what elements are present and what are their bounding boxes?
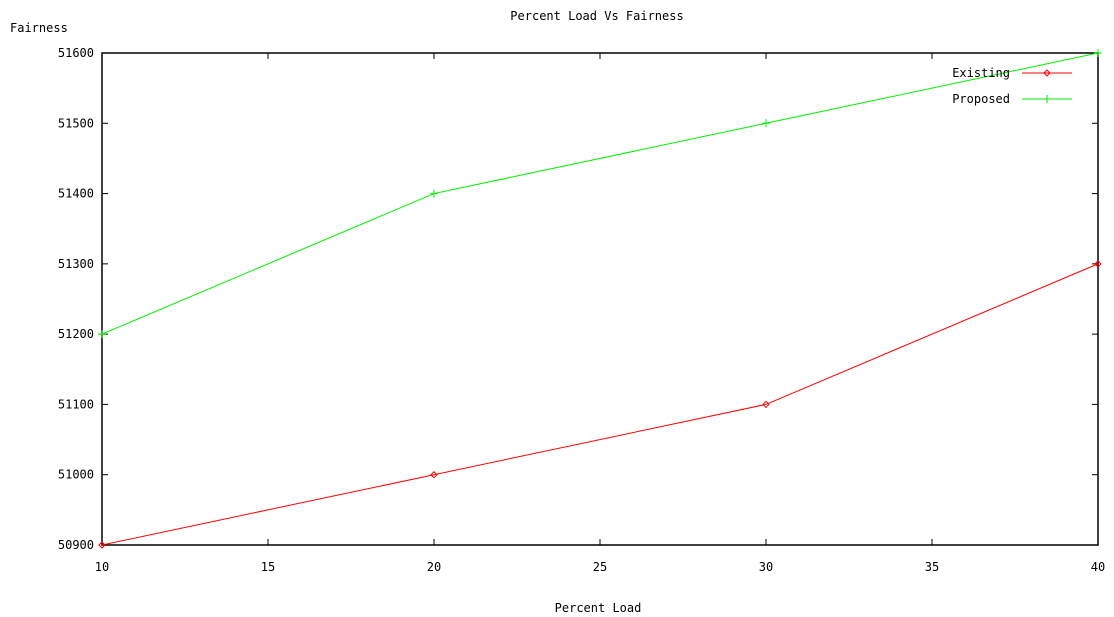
y-tick-label: 51100 (58, 397, 94, 411)
data-point-existing (430, 471, 438, 479)
series-line-proposed (101, 52, 1099, 335)
data-point-existing (98, 541, 106, 549)
y-tick-label: 51300 (58, 257, 94, 271)
legend-label-existing: Existing (952, 66, 1010, 80)
data-point-proposed (1094, 49, 1102, 57)
axis-ticks: 10 15 20 25 30 35 40 50900 51000 51100 51200 51300 5… (58, 46, 1105, 574)
y-axis-label: Fairness (10, 21, 68, 35)
y-tick-label: 51600 (58, 46, 94, 60)
series-proposed (98, 49, 1102, 339)
data-point-proposed (430, 189, 438, 198)
x-tick-label: 20 (427, 560, 441, 574)
x-tick-label: 10 (95, 560, 109, 574)
x-axis-label: Percent Load (555, 601, 642, 615)
y-tick-label: 51500 (58, 116, 94, 130)
series-existing (98, 260, 1102, 549)
legend-marker-existing (1043, 69, 1051, 77)
plot-area-frame (101, 52, 1099, 546)
legend-label-proposed: Proposed (952, 92, 1010, 106)
x-tick-label: 25 (593, 560, 607, 574)
series-layer (98, 49, 1102, 549)
x-tick-label: 15 (261, 560, 275, 574)
series-line-existing (101, 263, 1099, 546)
chart-title: Percent Load Vs Fairness (510, 9, 683, 23)
data-point-proposed (98, 330, 106, 339)
data-point-proposed (762, 119, 770, 128)
x-tick-label: 35 (925, 560, 939, 574)
legend: Existing Proposed (952, 66, 1072, 106)
y-tick-label: 51200 (58, 327, 94, 341)
y-tick-label: 50900 (58, 538, 94, 552)
y-tick-label: 51000 (58, 468, 94, 482)
x-tick-label: 40 (1091, 560, 1105, 574)
y-tick-label: 51400 (58, 187, 94, 201)
data-point-existing (1094, 260, 1102, 268)
x-tick-label: 30 (759, 560, 773, 574)
legend-marker-proposed (1043, 95, 1051, 103)
data-point-existing (762, 400, 770, 409)
